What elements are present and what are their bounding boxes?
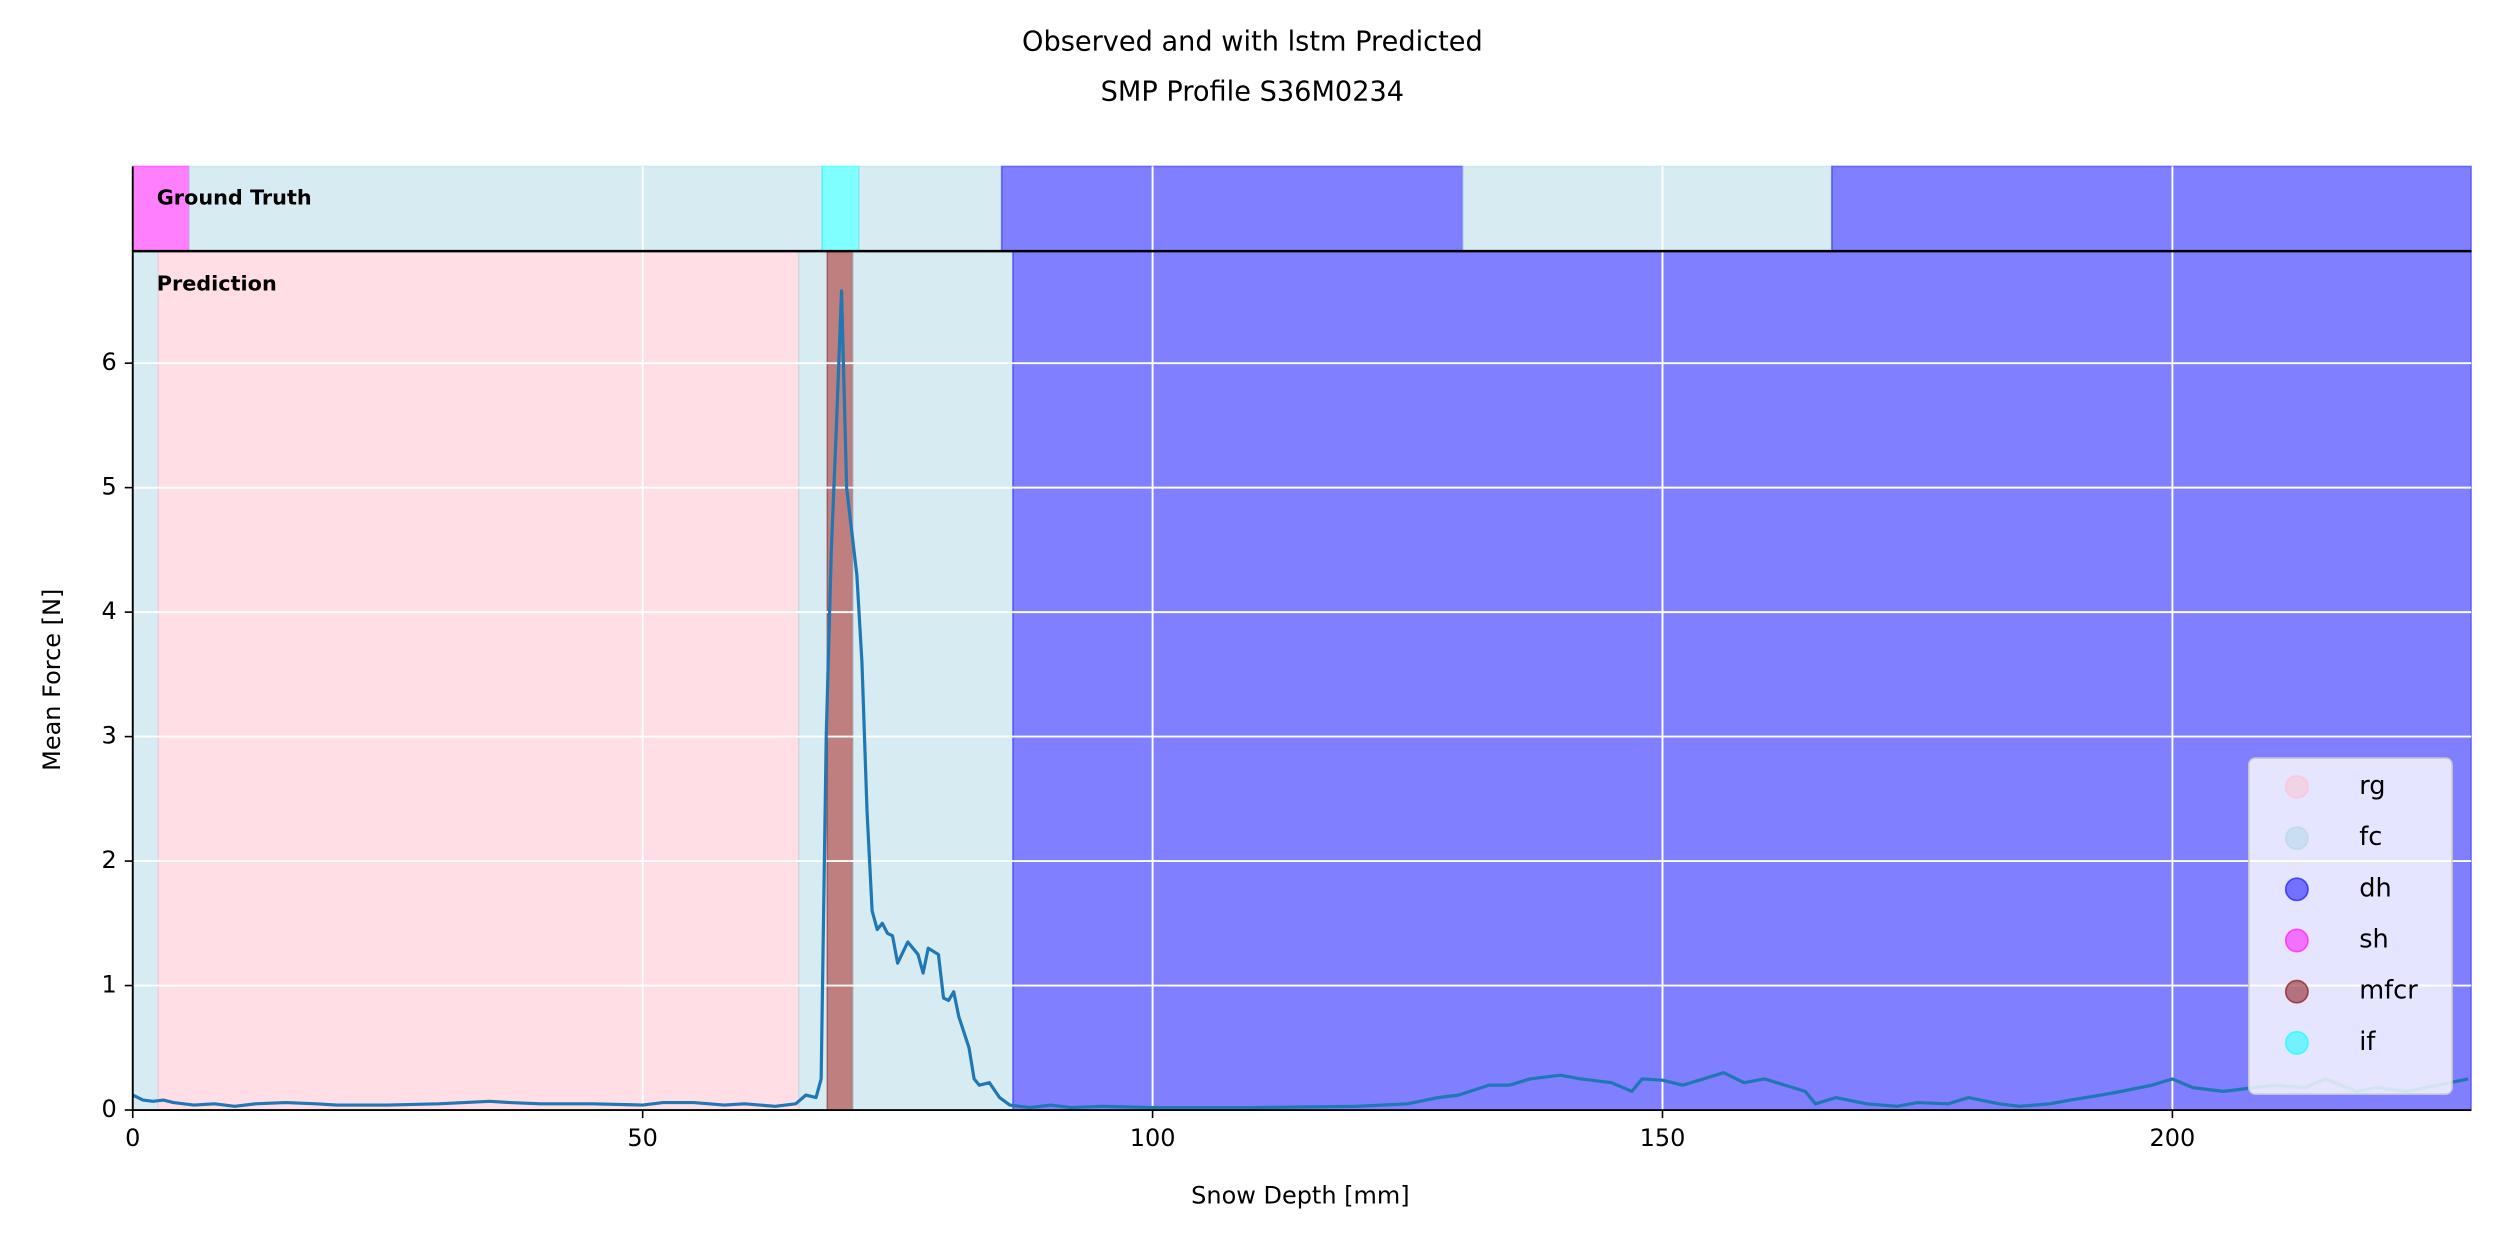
x-tick-label: 100 [1130,1124,1176,1152]
class-band [851,250,1014,1111]
y-tick-label: 0 [101,1095,116,1123]
x-tick-label: 150 [1640,1124,1686,1152]
y-tick-label: 6 [101,348,116,376]
legend-box [2248,757,2453,1095]
legend-label: dh [2359,873,2391,903]
legend-label: sh [2359,924,2389,954]
class-band [188,165,823,252]
class-band [1012,250,2473,1111]
legend-marker [2284,928,2309,953]
y-tick-label: 3 [101,722,116,750]
chart-title: Observed and with lstm Predicted [1022,27,1483,58]
legend-label: rg [2359,771,2385,801]
x-tick-label: 0 [125,1124,140,1152]
y-axis-label: Mean Force [N] [38,589,66,771]
legend-label: fc [2359,822,2382,852]
legend-label: if [2359,1027,2376,1057]
panel-label: Ground Truth [157,185,312,209]
legend-marker [2284,826,2309,851]
class-band [1830,165,2473,252]
class-band [858,165,1003,252]
y-tick-label: 1 [101,971,116,999]
x-axis-label: Snow Depth [mm] [1191,1181,1409,1209]
legend-label: mfcr [2359,976,2418,1006]
y-tick-label: 4 [101,597,116,625]
class-band [131,250,160,1111]
legend-marker [2284,877,2309,902]
legend-marker [2284,1030,2309,1055]
y-tick-label: 2 [101,846,116,874]
data-line [132,289,2469,1110]
x-tick-label: 200 [2150,1124,2196,1152]
class-band [157,250,800,1111]
chart-subtitle: SMP Profile S36M0234 [1101,76,1404,107]
class-band [826,250,854,1111]
class-band [1000,165,1464,252]
y-tick-label: 5 [101,473,116,501]
panel-label: Prediction [157,272,277,296]
legend: rg fc dh sh mfcr if [2248,757,2453,1095]
legend-marker [2284,979,2309,1004]
x-tick-label: 50 [627,1124,658,1152]
legend-marker [2284,774,2309,799]
class-band [1461,165,1833,252]
class-band [821,165,860,252]
